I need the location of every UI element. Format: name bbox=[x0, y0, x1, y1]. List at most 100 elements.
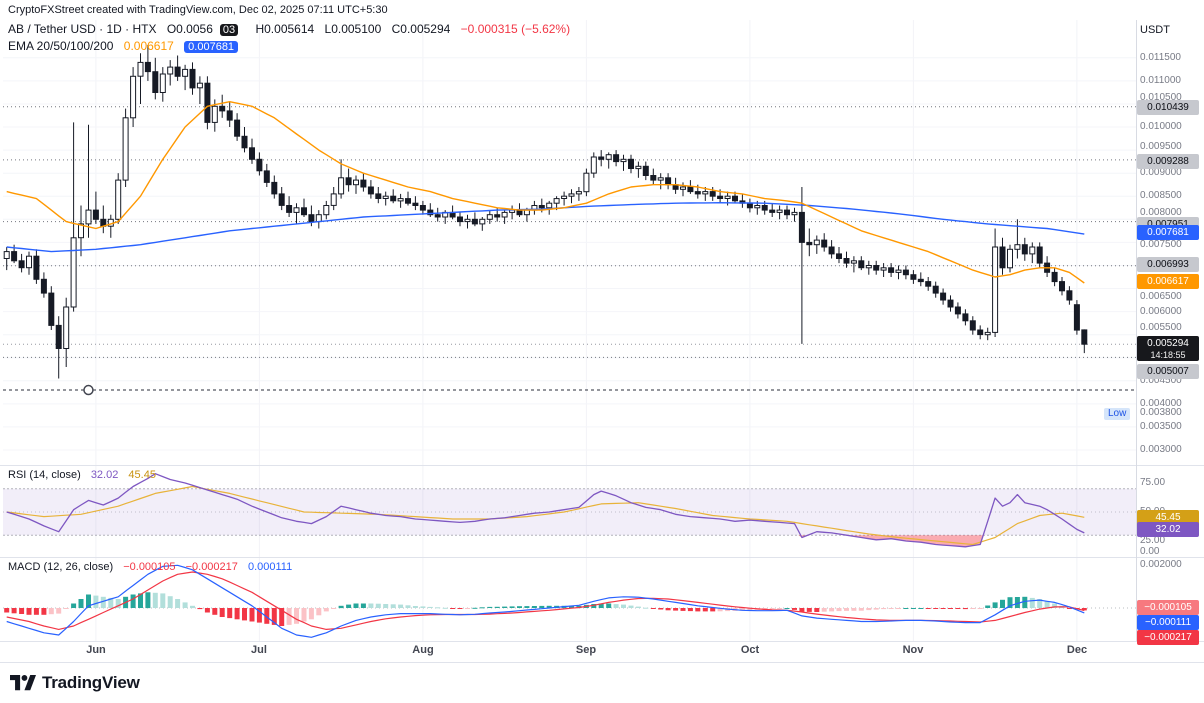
macd-hist-bar bbox=[821, 608, 827, 612]
price-axis-label: 0.006000 bbox=[1140, 306, 1182, 317]
low-price-label: 0.003800 bbox=[1140, 407, 1182, 418]
macd-hist-bar bbox=[680, 608, 686, 611]
macd-hist-bar bbox=[606, 603, 612, 608]
macd-hist-bar bbox=[465, 608, 470, 609]
price-axis-label: 0.006500 bbox=[1140, 291, 1182, 302]
macd-hist-bar bbox=[308, 608, 314, 620]
macd-hist-bar bbox=[873, 608, 879, 610]
macd-hist-value: −0.000105 bbox=[123, 561, 176, 573]
macd-hist-bar bbox=[63, 608, 69, 609]
tradingview-wordmark: TradingView bbox=[42, 673, 140, 692]
ema-orange-line bbox=[6, 100, 1085, 284]
ohlc-low: L0.005100 bbox=[324, 22, 382, 36]
macd-hist-bar bbox=[569, 605, 574, 609]
macd-hist-bar bbox=[383, 604, 389, 608]
macd-hist-bar bbox=[502, 606, 508, 608]
macd-hist-bar bbox=[56, 608, 62, 614]
rsi-ma-line bbox=[6, 485, 1085, 546]
macd-hist-bar bbox=[390, 604, 396, 608]
main-legend-row[interactable]: AB / Tether USD · 1D · HTX O0.0056 03 H0.… bbox=[8, 22, 577, 36]
macd-hist-bar bbox=[405, 605, 411, 608]
macd-legend-row[interactable]: MACD (12, 26, close) −0.000105 −0.000217… bbox=[8, 561, 299, 573]
macd-hist-bar bbox=[41, 608, 47, 615]
tradingview-logo-link[interactable]: TradingView bbox=[10, 673, 140, 693]
macd-hist-bar bbox=[836, 608, 842, 612]
macd-hist-bar bbox=[286, 608, 292, 625]
price-axis[interactable]: USDT 0.011500 0.011000 0.010500 0.010000 0.0… bbox=[1136, 0, 1204, 663]
macd-hist-bar bbox=[687, 608, 693, 612]
price-axis-label: 0.004000 bbox=[1140, 398, 1182, 409]
macd-hist-bar bbox=[450, 608, 456, 609]
macd-hist-bar bbox=[1007, 597, 1013, 608]
macd-hist-bar bbox=[539, 605, 545, 608]
macd-hist-bar bbox=[368, 603, 374, 608]
macd-line-value: −0.000217 bbox=[185, 561, 238, 573]
axis-currency-label: USDT bbox=[1140, 24, 1170, 36]
macd-hist-bar bbox=[11, 608, 17, 614]
ohlc-open: O0.0056 03 bbox=[167, 22, 245, 36]
ema-value-blue-chip: 0.007681 bbox=[184, 41, 239, 53]
ema-value-orange: 0.006617 bbox=[123, 39, 174, 53]
symbol-title[interactable]: AB / Tether USD · 1D · HTX bbox=[8, 22, 157, 36]
low-marker-chip: Low bbox=[1104, 408, 1131, 420]
macd-hist-bar bbox=[256, 608, 262, 623]
macd-hist-bar bbox=[190, 605, 195, 609]
macd-hist-bar bbox=[152, 592, 158, 608]
time-axis-month: Nov bbox=[902, 644, 924, 656]
rsi-legend-row[interactable]: RSI (14, close) 32.02 45.45 bbox=[8, 469, 163, 481]
macd-hist-bar bbox=[948, 608, 953, 609]
macd-hist-bar bbox=[695, 608, 701, 612]
macd-hist-bar bbox=[717, 608, 723, 612]
macd-hist-bar bbox=[829, 608, 835, 612]
macd-hist-bar bbox=[925, 608, 931, 609]
macd-hist-bar bbox=[524, 606, 530, 608]
macd-hist-bar bbox=[896, 608, 901, 609]
ema-label: EMA 20/50/100/200 bbox=[8, 39, 114, 53]
time-axis-month: Dec bbox=[1066, 644, 1088, 656]
macd-hist-bar bbox=[1000, 599, 1005, 608]
macd-hist-bar bbox=[197, 608, 203, 610]
time-axis[interactable]: Jun Jul Aug Sep Oct Nov Dec bbox=[0, 644, 1136, 662]
ohlc-change: −0.000315 (−5.62%) bbox=[460, 22, 571, 36]
macd-hist-bar bbox=[160, 593, 166, 608]
price-axis-label: 0.004500 bbox=[1140, 375, 1182, 386]
macd-hist-bar bbox=[249, 608, 255, 622]
macd-hist-bar bbox=[115, 599, 121, 608]
macd-hist-bar bbox=[1066, 608, 1072, 609]
drawing-anchor-circle bbox=[83, 384, 94, 396]
ohlc-high: H0.005614 bbox=[255, 22, 315, 36]
macd-hist-bar bbox=[138, 593, 143, 608]
macd-hist-bar bbox=[747, 608, 753, 611]
macd-hist-bar bbox=[970, 608, 976, 609]
rsi-axis-label: 0.00 bbox=[1140, 546, 1160, 557]
macd-hist-bar bbox=[509, 606, 515, 608]
ema-legend-row[interactable]: EMA 20/50/100/200 0.006617 0.007681 bbox=[8, 39, 245, 53]
macd-hist-bar bbox=[814, 608, 820, 612]
macd-hist-bar bbox=[264, 608, 270, 624]
macd-hist-bar bbox=[673, 608, 679, 611]
macd-hist-bar bbox=[621, 604, 626, 608]
macd-hist-bar bbox=[881, 608, 887, 610]
macd-hist-bar bbox=[977, 608, 983, 609]
macd-hist-bar bbox=[353, 603, 359, 608]
macd-hist-bar bbox=[910, 608, 916, 609]
rsi-badge: 45.45 bbox=[1137, 510, 1199, 525]
macd-hist-bar bbox=[86, 594, 91, 608]
rsi-badge: 32.02 bbox=[1137, 522, 1199, 537]
rsi-label: RSI (14, close) bbox=[8, 469, 81, 481]
macd-label: MACD (12, 26, close) bbox=[8, 561, 114, 573]
macd-signal-value: 0.000111 bbox=[247, 561, 293, 573]
macd-hist-bar bbox=[710, 608, 716, 612]
rsi-axis-label: 25.00 bbox=[1140, 535, 1166, 546]
chart-canvas[interactable]: AB / Tether USD · 1D · HTX O0.0056 03 H0.… bbox=[0, 0, 1204, 663]
macd-hist-bar bbox=[933, 608, 939, 609]
macd-hist-bar bbox=[962, 608, 968, 610]
macd-hist-bar bbox=[100, 596, 106, 609]
macd-hist-bar bbox=[531, 606, 537, 608]
price-axis-label: 0.011500 bbox=[1140, 52, 1181, 63]
macd-hist-bar bbox=[375, 603, 381, 608]
macd-hist-bar bbox=[613, 604, 619, 608]
macd-hist-bar bbox=[271, 608, 277, 625]
rsi-oversold-fill bbox=[850, 535, 988, 547]
